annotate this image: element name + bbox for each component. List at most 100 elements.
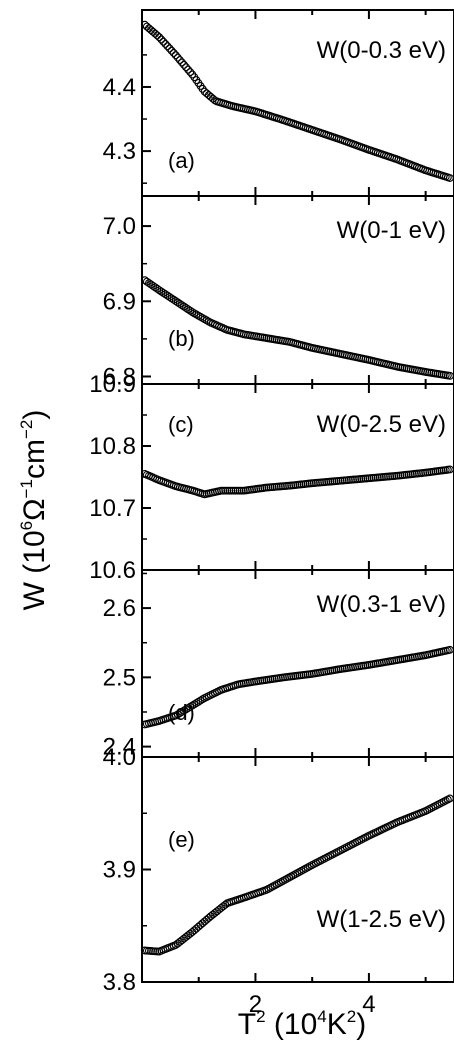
data-point (445, 465, 454, 474)
panel-title: W(0-2.5 eV) (317, 411, 446, 438)
panel-letter: (c) (168, 412, 194, 437)
x-axis-title: T2 (104K2) (238, 1007, 366, 1041)
data-point (225, 486, 234, 495)
panel-letter: (b) (168, 326, 195, 351)
data-point (177, 301, 186, 310)
data-point (171, 297, 180, 306)
data-point (159, 288, 168, 297)
data-point (153, 31, 162, 40)
y-axis-title-prefix: W (10 (18, 530, 51, 610)
y-tick-label: 3.8 (103, 969, 136, 996)
y-tick-label: 4.3 (103, 138, 136, 165)
data-point (182, 705, 191, 714)
x-axis-title-exp2: 4 (317, 1007, 326, 1026)
y-tick-label: 2.6 (103, 595, 136, 622)
y-tick-label: 6.9 (103, 288, 136, 315)
panel-letter: (e) (168, 827, 195, 852)
data-point (186, 702, 195, 711)
data-point (184, 65, 193, 74)
data-point (169, 49, 178, 57)
data-point (194, 697, 203, 706)
data-point (227, 486, 236, 495)
data-point (175, 299, 184, 308)
data-point (173, 710, 182, 719)
y-tick-label: 6.8 (103, 363, 136, 390)
data-point (231, 486, 240, 495)
data-point (223, 486, 232, 495)
data-point (157, 35, 166, 44)
y-axis-title-mid: Ω (18, 498, 51, 520)
data-point (445, 371, 454, 380)
data-point (163, 291, 172, 300)
data-point (182, 63, 191, 72)
data-point (169, 295, 178, 304)
data-point (153, 284, 162, 293)
data-point (184, 704, 193, 713)
data-point (157, 287, 166, 296)
x-axis-title-mid: (10 (266, 1008, 318, 1041)
data-point (219, 486, 228, 495)
data-point (180, 60, 188, 69)
y-axis-title-exp3: −2 (17, 420, 36, 439)
x-axis-title-exp1: 2 (256, 1007, 265, 1026)
x-axis-title-exp3: 2 (347, 1007, 356, 1026)
data-point (445, 174, 454, 182)
x-axis-title-suffix: ) (356, 1008, 366, 1041)
panel-title: W(0-1 eV) (337, 217, 446, 244)
data-point (155, 33, 164, 42)
y-tick-label: 10.8 (89, 433, 136, 460)
y-tick-label: 10.6 (89, 557, 136, 584)
data-point (163, 42, 172, 51)
y-axis-title-mid2: cm (18, 439, 51, 479)
panel-title: W(1-2.5 eV) (317, 906, 446, 933)
y-axis-title-exp1: 6 (17, 521, 36, 530)
data-point (235, 486, 244, 495)
x-axis-title-mid2: K (327, 1008, 347, 1041)
panel-letter: (a) (168, 148, 195, 173)
data-point (161, 290, 170, 299)
data-point (173, 298, 182, 307)
y-tick-label: 2.4 (103, 734, 136, 761)
data-point (198, 695, 207, 704)
y-tick-label: 7.0 (103, 213, 136, 240)
data-point (182, 303, 191, 312)
data-point (167, 294, 176, 303)
data-point (175, 56, 184, 64)
data-point (186, 306, 195, 315)
x-axis-title-prefix: T (238, 1008, 256, 1041)
data-point (173, 53, 182, 62)
data-point (445, 794, 454, 803)
data-point (161, 40, 170, 48)
data-point (167, 46, 176, 55)
data-point (221, 900, 230, 909)
data-point (177, 58, 186, 67)
data-point (188, 308, 197, 316)
data-point (175, 709, 184, 718)
y-tick-label: 10.7 (89, 495, 136, 522)
panel-title: W(0.3-1 eV) (317, 591, 446, 618)
data-point (237, 486, 246, 495)
data-point (188, 701, 197, 710)
data-point (180, 706, 188, 715)
data-point (192, 699, 201, 707)
y-axis-title-suffix: ) (18, 410, 51, 420)
data-point (165, 44, 174, 53)
x-tick-label: 2 (249, 991, 262, 1018)
data-point (445, 645, 454, 654)
y-axis-title: W (106Ω−1cm−2) (17, 410, 51, 611)
data-point (190, 700, 199, 709)
data-point (171, 51, 180, 60)
data-point (180, 302, 188, 311)
y-tick-label: 4.0 (103, 744, 136, 771)
data-point (165, 293, 174, 301)
y-tick-label: 3.9 (103, 857, 136, 884)
data-point (184, 305, 193, 314)
data-point (196, 696, 205, 705)
data-point (221, 486, 230, 495)
y-tick-label: 2.5 (103, 664, 136, 691)
data-point (155, 286, 164, 295)
x-tick-label: 4 (362, 991, 375, 1018)
y-axis-title-exp2: −1 (17, 479, 36, 498)
panel-title: W(0-0.3 eV) (317, 37, 446, 64)
